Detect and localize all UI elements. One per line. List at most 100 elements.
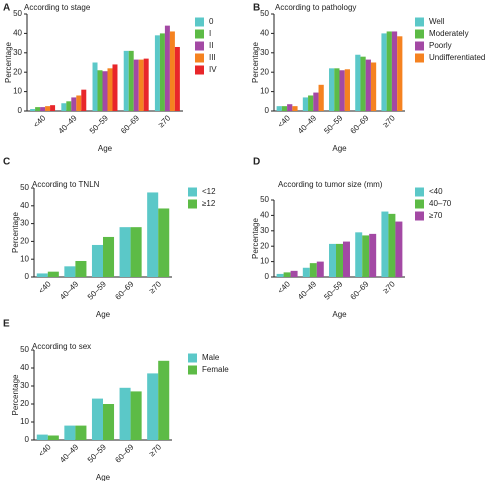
- x-tick-label: ≥70: [157, 113, 173, 129]
- y-tick-label: 0: [265, 272, 270, 281]
- legend-swatch: [415, 53, 424, 63]
- x-axis-label: Age: [96, 310, 111, 319]
- y-tick-label: 40: [260, 29, 269, 38]
- panel-letter: C: [3, 157, 10, 168]
- legend-swatch: [415, 41, 424, 51]
- bar: [112, 64, 118, 111]
- bar: [154, 35, 160, 112]
- x-tick-label: 50–59: [86, 279, 108, 301]
- x-tick-label: 50–59: [88, 113, 110, 135]
- x-tick-label: <40: [37, 279, 53, 295]
- bar: [174, 46, 180, 112]
- bar: [369, 233, 377, 277]
- bar: [133, 59, 139, 111]
- legend-label: IV: [209, 65, 217, 74]
- panel-title: According to tumor size (mm): [278, 180, 383, 189]
- bar: [36, 434, 48, 440]
- y-tick-label: 20: [260, 67, 269, 76]
- bar: [130, 391, 142, 440]
- bar: [290, 270, 298, 277]
- x-tick-label: ≥70: [381, 113, 397, 129]
- bar: [308, 95, 314, 111]
- legend-swatch: [415, 211, 424, 221]
- x-tick-label: 40–49: [58, 279, 80, 301]
- x-tick-label: ≥70: [147, 279, 163, 295]
- legend-swatch: [415, 29, 424, 39]
- legend-label: Moderately: [429, 29, 469, 38]
- y-tick-label: 20: [20, 237, 29, 246]
- bar: [334, 68, 340, 111]
- legend-label: Poorly: [429, 41, 452, 50]
- bar: [318, 84, 324, 111]
- legend-label: Undifferentiated: [429, 53, 485, 62]
- bar: [397, 36, 403, 112]
- legend-label: 40–70: [429, 199, 452, 208]
- x-tick-label: 40–49: [296, 113, 318, 135]
- bar: [47, 271, 59, 277]
- bar: [336, 243, 343, 277]
- bar: [329, 68, 335, 111]
- bar: [103, 404, 115, 440]
- legend-swatch: [195, 41, 204, 51]
- x-tick-label: 60–69: [349, 113, 371, 135]
- legend-label: III: [209, 53, 216, 62]
- bar: [123, 50, 129, 111]
- y-tick-label: 30: [13, 48, 22, 57]
- bar: [287, 104, 293, 111]
- bar: [128, 50, 134, 111]
- y-tick-label: 30: [260, 226, 269, 235]
- bar: [281, 106, 288, 111]
- x-tick-label: 50–59: [322, 113, 344, 135]
- y-tick-label: 30: [20, 219, 29, 228]
- bar: [130, 227, 142, 277]
- y-tick-label: 10: [260, 87, 269, 96]
- x-tick-label: <40: [276, 279, 292, 295]
- bar: [313, 92, 319, 111]
- panel-title: According to TNLN: [32, 180, 100, 189]
- y-axis-label: Percentage: [11, 211, 20, 252]
- x-tick-label: 60–69: [113, 279, 135, 301]
- legend-swatch: [195, 17, 204, 27]
- bar: [292, 106, 298, 111]
- x-tick-label: 60–69: [119, 113, 141, 135]
- panel-letter: A: [3, 3, 10, 14]
- y-axis-label: Percentage: [251, 41, 260, 82]
- bar: [30, 109, 36, 111]
- legend-swatch: [195, 65, 204, 75]
- legend-label: 0: [209, 17, 214, 26]
- panel-letter: B: [253, 3, 260, 14]
- bar: [309, 263, 317, 277]
- y-tick-label: 0: [25, 272, 30, 281]
- panel-letter: E: [3, 319, 10, 330]
- y-tick-label: 10: [260, 257, 269, 266]
- bar: [35, 107, 41, 111]
- bar: [66, 101, 72, 111]
- legend-swatch: [188, 353, 197, 363]
- y-tick-label: 10: [13, 87, 22, 96]
- legend-label: Male: [202, 353, 220, 362]
- bar: [119, 227, 131, 277]
- bar: [75, 260, 87, 277]
- bar: [119, 387, 131, 440]
- bar: [395, 221, 403, 277]
- bar: [365, 59, 371, 111]
- bar: [355, 232, 363, 277]
- bar: [381, 211, 389, 277]
- y-tick-label: 30: [260, 48, 269, 57]
- bar: [391, 31, 398, 111]
- panel-title: According to pathology: [275, 3, 356, 12]
- bar: [276, 106, 282, 111]
- y-tick-label: 50: [20, 345, 29, 354]
- bar: [138, 59, 144, 111]
- bar: [316, 261, 324, 277]
- legend-swatch: [188, 187, 197, 197]
- y-tick-label: 40: [20, 363, 29, 372]
- bar: [97, 70, 103, 111]
- bar: [329, 243, 337, 277]
- y-tick-label: 20: [20, 399, 29, 408]
- panel-title: According to sex: [32, 342, 91, 351]
- legend-swatch: [188, 199, 197, 209]
- bar: [388, 213, 396, 277]
- x-tick-label: 40–49: [296, 279, 318, 301]
- bar: [103, 236, 115, 277]
